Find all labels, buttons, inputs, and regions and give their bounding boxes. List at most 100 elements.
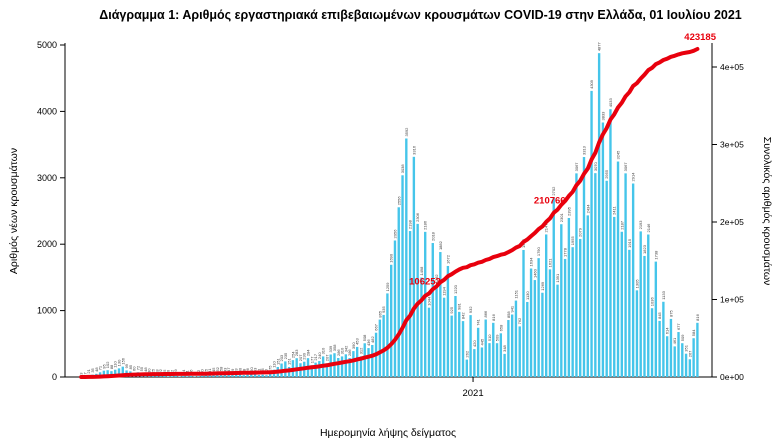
svg-text:2147: 2147 [544,223,549,233]
svg-text:358: 358 [332,344,337,351]
svg-text:262: 262 [464,350,469,357]
svg-text:2411: 2411 [612,206,617,215]
svg-text:35: 35 [90,367,95,372]
svg-text:2186: 2186 [423,220,428,230]
bottom-axis-label: Ημερομηνία λήψης δείγματος [320,427,456,439]
svg-text:1634: 1634 [529,257,534,267]
svg-text:5000: 5000 [37,40,57,50]
svg-text:3067: 3067 [623,162,628,172]
svg-text:31: 31 [207,368,212,373]
svg-text:2955: 2955 [604,169,609,179]
svg-text:3070: 3070 [593,161,598,171]
svg-text:1e+05: 1e+05 [720,295,744,305]
svg-text:584: 584 [691,329,696,336]
x-tick-label-2021: 2021 [462,388,483,399]
svg-text:40: 40 [237,367,242,372]
svg-text:4877: 4877 [597,41,602,51]
svg-text:7: 7 [82,372,87,375]
svg-text:1305: 1305 [634,279,639,289]
svg-text:2702: 2702 [551,186,556,196]
svg-text:28: 28 [241,368,246,373]
svg-text:35: 35 [260,367,265,372]
svg-text:1621: 1621 [547,258,552,268]
svg-text:461: 461 [672,337,677,344]
svg-text:1823: 1823 [642,244,647,254]
svg-text:58: 58 [219,366,224,371]
svg-text:932: 932 [468,306,473,313]
svg-text:658: 658 [498,324,503,331]
svg-text:4e+05: 4e+05 [720,62,744,72]
svg-text:3316: 3316 [411,145,416,155]
svg-text:1151: 1151 [513,289,518,298]
cumulative-line [79,47,700,379]
svg-text:1460: 1460 [532,268,537,278]
svg-text:2187: 2187 [619,220,624,230]
svg-text:47: 47 [226,367,231,372]
svg-text:762: 762 [517,317,522,324]
svg-text:420: 420 [472,340,477,347]
svg-text:2434: 2434 [585,204,590,214]
svg-text:667: 667 [374,323,379,330]
svg-text:436: 436 [366,339,371,346]
svg-text:1000: 1000 [37,306,57,316]
svg-text:1133: 1133 [661,290,666,299]
svg-text:52: 52 [215,366,220,371]
svg-text:71: 71 [98,365,103,370]
svg-text:614: 614 [665,327,670,334]
svg-text:1738: 1738 [653,250,658,260]
left-axis-label: Αριθμός νέων κρουσμάτων [8,148,20,274]
svg-text:677: 677 [676,323,681,330]
svg-text:445: 445 [479,338,484,345]
svg-text:741: 741 [476,318,481,325]
svg-text:2306: 2306 [415,212,420,222]
svg-text:88: 88 [109,364,114,369]
svg-text:858: 858 [506,311,511,318]
svg-text:3038: 3038 [400,164,405,174]
svg-text:2000: 2000 [37,239,57,249]
svg-text:286: 286 [347,349,352,356]
svg-text:1382: 1382 [434,274,439,284]
svg-text:1044: 1044 [426,296,431,306]
svg-text:1498: 1498 [419,266,424,276]
svg-text:130: 130 [116,359,121,366]
svg-text:25: 25 [203,368,208,373]
svg-text:351: 351 [684,344,689,351]
svg-text:75: 75 [268,365,273,370]
svg-text:99: 99 [124,363,129,368]
svg-text:1036: 1036 [650,297,655,307]
svg-text:423185: 423185 [684,32,716,43]
svg-text:1391: 1391 [555,273,560,283]
svg-text:18: 18 [154,369,159,374]
svg-text:12: 12 [196,369,201,374]
svg-text:510: 510 [487,334,492,341]
svg-text:3e+05: 3e+05 [720,140,744,150]
svg-text:866: 866 [483,310,488,317]
svg-text:1790: 1790 [536,246,541,256]
daily-cases-bars [80,53,699,378]
svg-text:3067: 3067 [574,162,579,172]
svg-text:1778: 1778 [563,247,568,257]
svg-text:207: 207 [298,354,303,361]
svg-text:156: 156 [120,357,125,364]
svg-text:60: 60 [132,366,137,371]
svg-text:12: 12 [169,369,174,374]
svg-text:43: 43 [222,367,227,372]
svg-text:482: 482 [370,336,375,343]
chart-title: Διάγραμμα 1: Αριθμός εργαστηριακά επιβεβ… [99,8,742,22]
svg-text:1194: 1194 [442,286,447,295]
svg-text:10: 10 [166,369,171,374]
svg-text:310: 310 [321,347,326,354]
svg-text:11: 11 [185,369,190,374]
svg-text:508: 508 [362,334,367,341]
svg-text:286: 286 [336,349,341,356]
svg-text:941: 941 [510,305,515,312]
svg-text:816: 816 [491,313,496,320]
svg-text:15: 15 [162,369,167,374]
svg-text:19: 19 [173,369,178,374]
svg-text:981: 981 [457,302,462,309]
svg-text:1259: 1259 [385,282,390,292]
svg-text:207: 207 [324,354,329,361]
svg-text:29: 29 [230,368,235,373]
